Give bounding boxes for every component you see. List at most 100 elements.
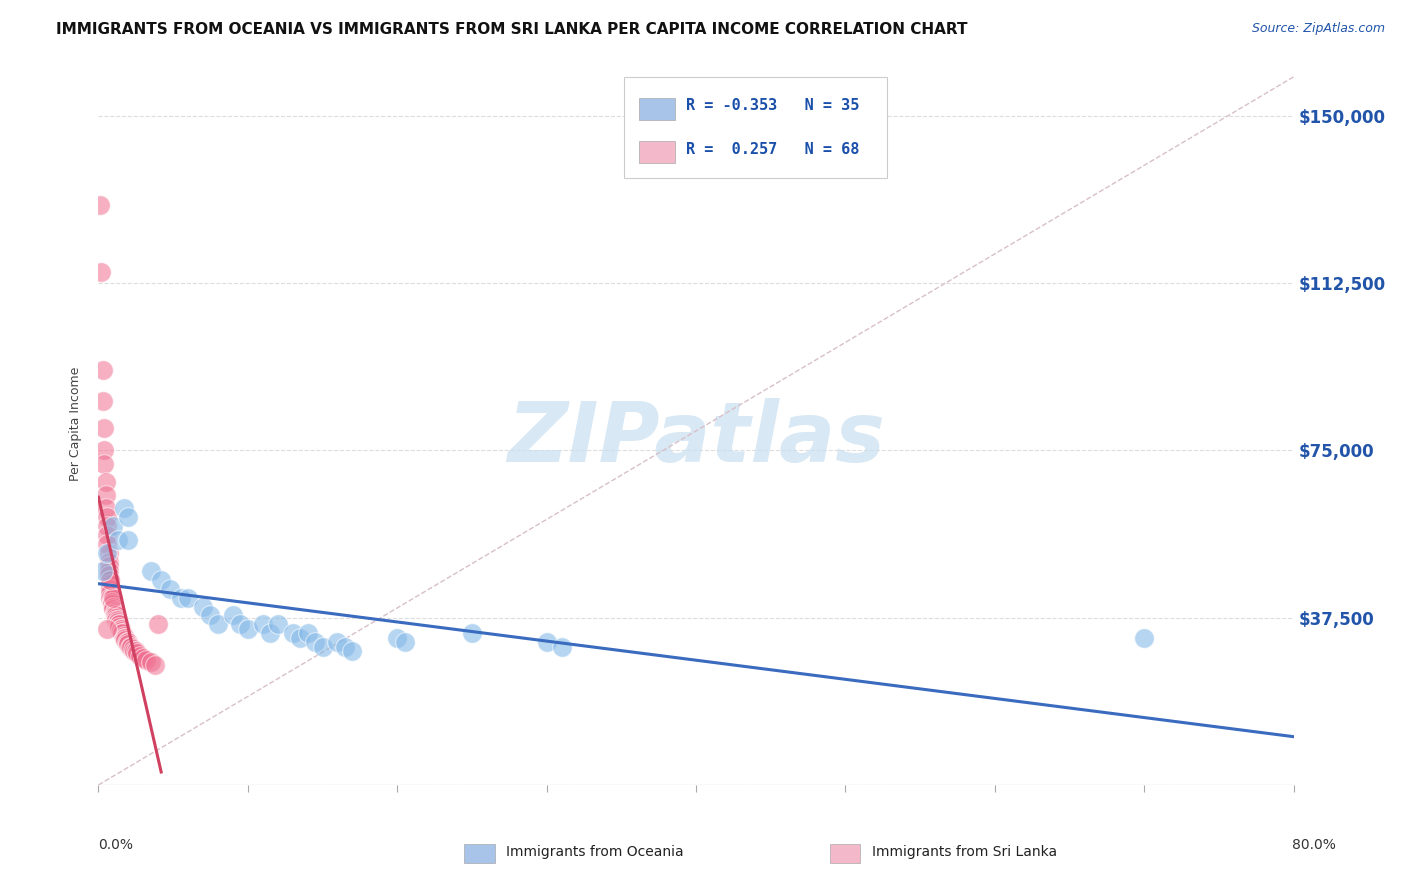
Point bbox=[103, 599, 125, 614]
Text: IMMIGRANTS FROM OCEANIA VS IMMIGRANTS FROM SRI LANKA PER CAPITA INCOME CORRELATI: IMMIGRANTS FROM OCEANIA VS IMMIGRANTS FR… bbox=[56, 22, 967, 37]
Point bbox=[101, 595, 124, 609]
Point bbox=[96, 546, 118, 560]
Point bbox=[121, 642, 143, 657]
FancyBboxPatch shape bbox=[624, 77, 887, 178]
Point bbox=[101, 595, 124, 609]
Point bbox=[97, 568, 120, 582]
Point bbox=[97, 564, 120, 578]
Point bbox=[236, 622, 259, 636]
Point bbox=[111, 626, 134, 640]
Point bbox=[342, 644, 364, 658]
Point bbox=[124, 644, 146, 658]
Point bbox=[288, 631, 311, 645]
Point bbox=[97, 559, 120, 574]
Point bbox=[148, 617, 170, 632]
Point bbox=[108, 617, 131, 632]
Point bbox=[326, 635, 349, 649]
Point bbox=[118, 640, 141, 654]
Point bbox=[117, 533, 139, 547]
Point bbox=[96, 519, 118, 533]
Point bbox=[139, 564, 162, 578]
Y-axis label: Per Capita Income: Per Capita Income bbox=[69, 367, 83, 481]
Point bbox=[267, 617, 290, 632]
Point bbox=[98, 586, 122, 600]
Point bbox=[96, 537, 118, 551]
Text: 0.0%: 0.0% bbox=[98, 838, 134, 853]
Point bbox=[139, 655, 162, 669]
Point bbox=[112, 501, 135, 516]
Point bbox=[112, 631, 135, 645]
Point bbox=[1133, 631, 1156, 645]
Point bbox=[125, 644, 148, 658]
Point bbox=[143, 657, 166, 672]
Point bbox=[111, 626, 134, 640]
Point bbox=[117, 510, 139, 524]
Point bbox=[127, 646, 149, 660]
Point bbox=[101, 598, 124, 612]
Point bbox=[94, 501, 117, 516]
Point bbox=[207, 617, 229, 632]
Point bbox=[89, 198, 111, 212]
Text: Immigrants from Sri Lanka: Immigrants from Sri Lanka bbox=[872, 845, 1057, 859]
Point bbox=[105, 608, 128, 623]
Point bbox=[93, 443, 115, 458]
Point bbox=[97, 546, 120, 560]
Text: Immigrants from Oceania: Immigrants from Oceania bbox=[506, 845, 683, 859]
Point bbox=[105, 610, 128, 624]
Point bbox=[112, 628, 135, 642]
Point bbox=[98, 582, 122, 596]
Point bbox=[93, 421, 115, 435]
Point bbox=[107, 615, 129, 630]
Point bbox=[110, 622, 132, 636]
Point bbox=[98, 577, 122, 591]
Point bbox=[252, 617, 274, 632]
Point bbox=[103, 591, 125, 605]
Point bbox=[105, 613, 128, 627]
Point bbox=[132, 651, 155, 665]
Point bbox=[96, 622, 118, 636]
Point bbox=[120, 640, 142, 654]
Point bbox=[98, 573, 122, 587]
Point bbox=[91, 363, 114, 377]
Point bbox=[90, 265, 112, 279]
Point bbox=[91, 394, 114, 409]
Point bbox=[222, 608, 245, 623]
Point bbox=[98, 591, 122, 605]
Text: ZIPatlas: ZIPatlas bbox=[508, 398, 884, 479]
Point bbox=[107, 533, 129, 547]
Point bbox=[101, 591, 124, 605]
Point bbox=[98, 573, 122, 587]
Point bbox=[114, 633, 136, 648]
Text: R = -0.353   N = 35: R = -0.353 N = 35 bbox=[686, 98, 860, 113]
Point bbox=[108, 619, 131, 633]
Bar bbox=[638, 98, 675, 120]
Point bbox=[110, 624, 132, 639]
Point bbox=[304, 635, 326, 649]
Point bbox=[135, 653, 157, 667]
Point bbox=[96, 510, 118, 524]
Point bbox=[114, 631, 136, 645]
Point bbox=[169, 591, 191, 605]
Point bbox=[536, 635, 558, 649]
Point bbox=[394, 635, 416, 649]
Point bbox=[94, 475, 117, 489]
Point bbox=[104, 604, 127, 618]
Point bbox=[177, 591, 200, 605]
Point bbox=[229, 617, 252, 632]
Point bbox=[259, 626, 281, 640]
Text: 80.0%: 80.0% bbox=[1292, 838, 1336, 853]
Bar bbox=[638, 141, 675, 163]
Point bbox=[191, 599, 214, 614]
Point bbox=[281, 626, 304, 640]
Point bbox=[103, 519, 125, 533]
Point bbox=[110, 622, 132, 636]
Text: Source: ZipAtlas.com: Source: ZipAtlas.com bbox=[1251, 22, 1385, 36]
Point bbox=[200, 608, 222, 623]
Point bbox=[297, 626, 319, 640]
Point bbox=[104, 608, 127, 623]
Point bbox=[311, 640, 333, 654]
Point bbox=[550, 640, 572, 654]
Point bbox=[461, 626, 484, 640]
Point bbox=[103, 601, 125, 615]
Point bbox=[115, 635, 138, 649]
